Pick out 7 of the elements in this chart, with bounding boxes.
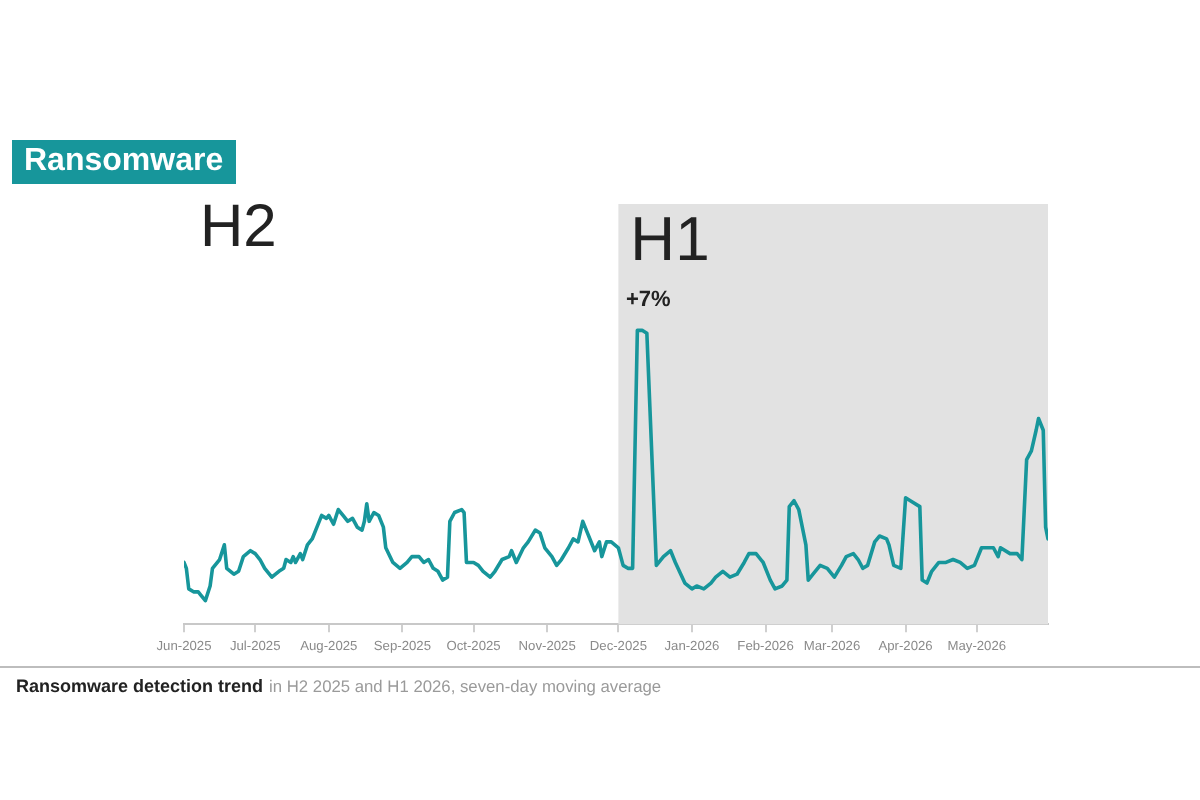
text: Ransomware detection trend — [16, 676, 264, 696]
band-label: H1 — [630, 204, 710, 275]
text: H2 — [200, 194, 277, 260]
text: +7% — [626, 288, 671, 312]
chart-title: Ransomware — [24, 144, 224, 178]
text: in H2 2025 and H1 2026, seven-day moving average — [269, 676, 662, 696]
title-badge: Ransomware — [12, 140, 236, 184]
